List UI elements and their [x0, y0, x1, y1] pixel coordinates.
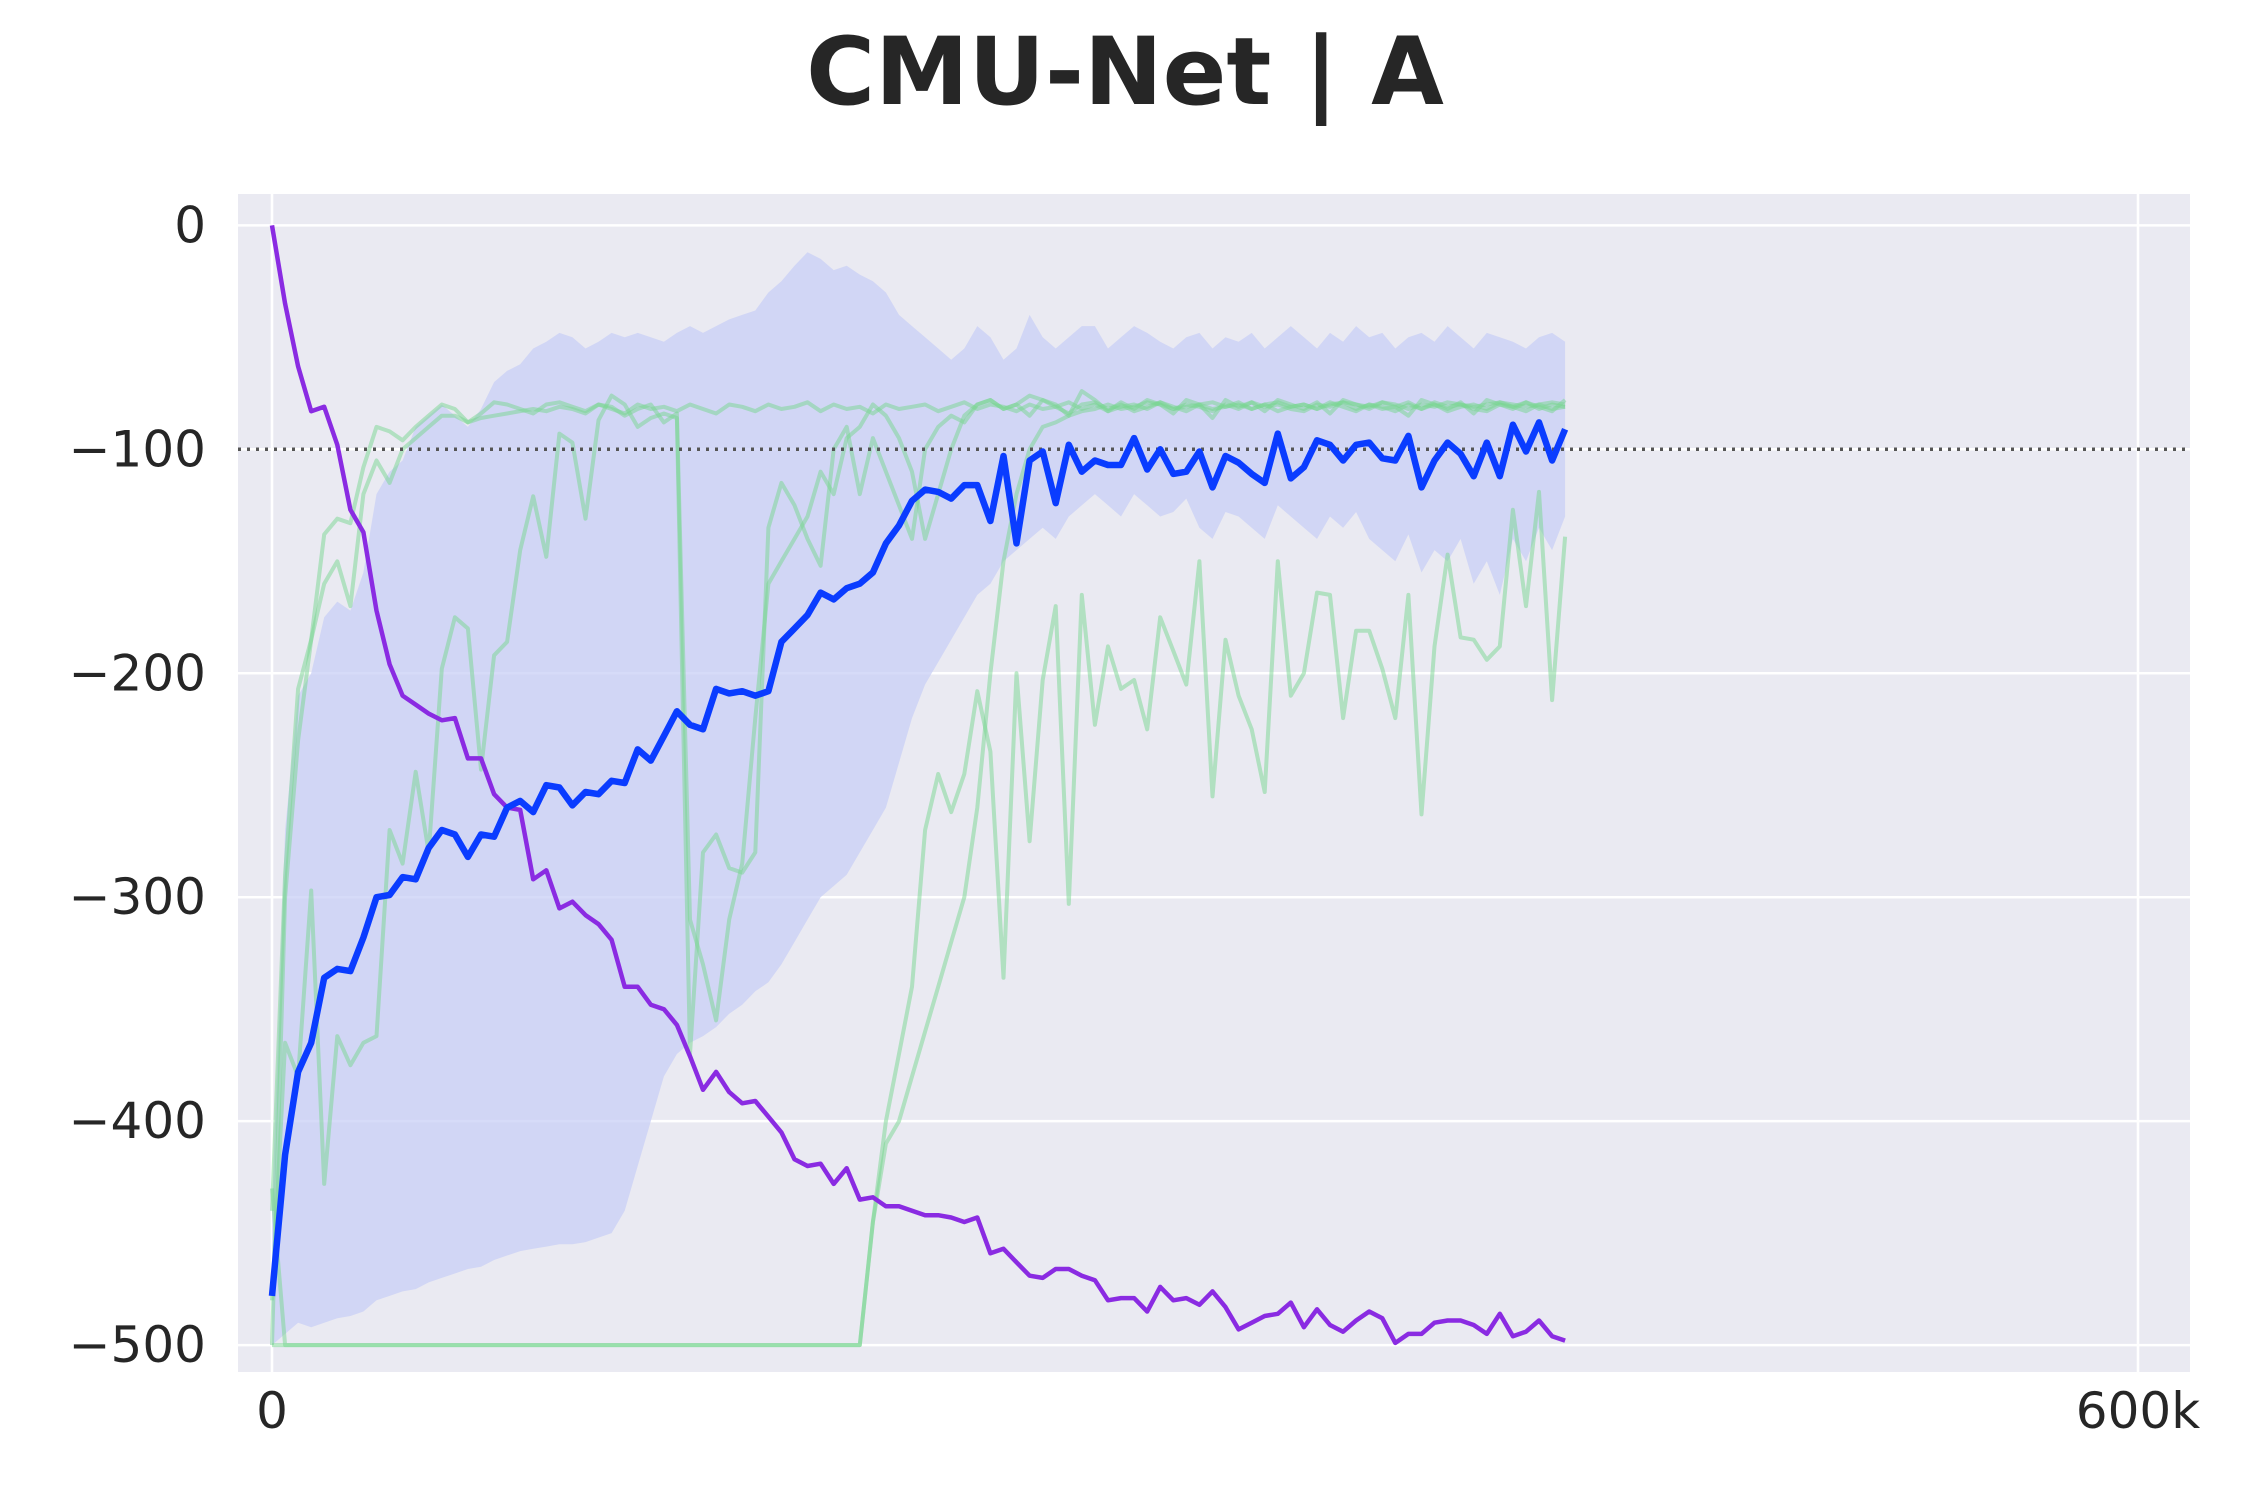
- chart-title: CMU-Net | A: [806, 18, 1444, 127]
- mean-series: [268, 419, 1569, 1297]
- x-axis-ticks: 0 600k: [256, 1382, 2200, 1440]
- mean-line: [268, 419, 1569, 1297]
- y-tick-label-0: 0: [174, 196, 206, 254]
- y-tick-label-4: −400: [69, 1092, 206, 1150]
- y-tick-label-1: −100: [69, 420, 206, 478]
- x-tick-label-0: 0: [256, 1382, 288, 1440]
- y-tick-label-3: −300: [69, 868, 206, 926]
- decay-line: [269, 225, 1566, 1346]
- run-line-3: [270, 400, 1566, 1211]
- decay-series: [269, 225, 1566, 1346]
- y-tick-label-2: −200: [69, 644, 206, 702]
- x-tick-label-1: 600k: [2076, 1382, 2200, 1440]
- mean-band: [272, 252, 1566, 1346]
- mean-band-area: [272, 252, 1566, 1346]
- y-axis-ticks: 0 −100 −200 −300 −400 −500: [69, 196, 206, 1374]
- y-tick-label-5: −500: [69, 1316, 206, 1374]
- run-line-5: [270, 389, 1567, 1346]
